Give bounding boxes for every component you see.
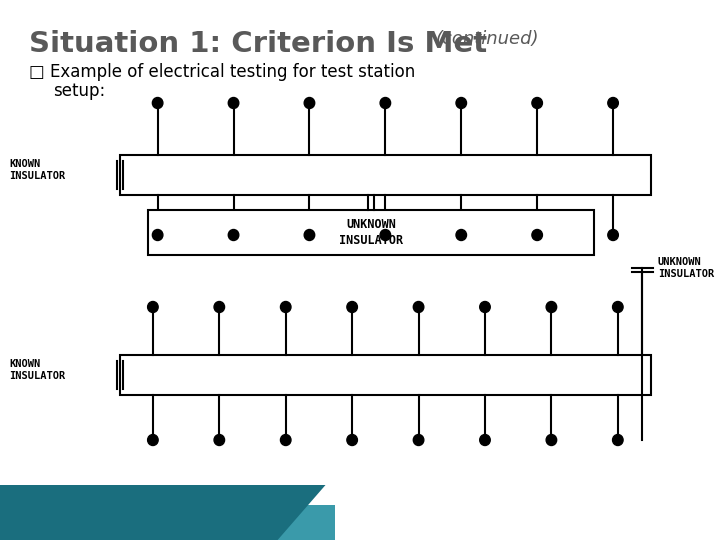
Bar	[120, 355, 651, 395]
Text: UNKNOWN
INSULATOR: UNKNOWN INSULATOR	[339, 219, 403, 246]
Text: KNOWN
INSULATOR: KNOWN INSULATOR	[9, 159, 66, 181]
Circle shape	[304, 230, 315, 240]
Circle shape	[413, 301, 424, 313]
Circle shape	[304, 98, 315, 109]
Circle shape	[613, 301, 623, 313]
Circle shape	[281, 435, 291, 446]
Bar	[148, 210, 593, 255]
Circle shape	[380, 230, 391, 240]
Circle shape	[608, 230, 618, 240]
Circle shape	[546, 435, 557, 446]
Circle shape	[480, 435, 490, 446]
Circle shape	[214, 301, 225, 313]
Circle shape	[153, 230, 163, 240]
Text: KNOWN
INSULATOR: KNOWN INSULATOR	[9, 359, 66, 381]
Circle shape	[380, 98, 391, 109]
Circle shape	[613, 435, 623, 446]
Circle shape	[228, 98, 239, 109]
Circle shape	[456, 230, 467, 240]
Circle shape	[281, 301, 291, 313]
Text: Situation 1: Criterion Is Met: Situation 1: Criterion Is Met	[29, 30, 487, 58]
Circle shape	[456, 98, 467, 109]
Circle shape	[413, 435, 424, 446]
Circle shape	[148, 301, 158, 313]
Circle shape	[347, 301, 357, 313]
Polygon shape	[0, 485, 325, 540]
Circle shape	[546, 301, 557, 313]
Circle shape	[347, 435, 357, 446]
Circle shape	[228, 230, 239, 240]
Text: □ Example of electrical testing for test station: □ Example of electrical testing for test…	[29, 63, 415, 81]
Circle shape	[214, 435, 225, 446]
Circle shape	[532, 98, 542, 109]
Text: (continued): (continued)	[436, 30, 539, 48]
Circle shape	[608, 98, 618, 109]
Circle shape	[480, 301, 490, 313]
Circle shape	[532, 230, 542, 240]
Bar	[120, 155, 651, 195]
Circle shape	[148, 435, 158, 446]
Circle shape	[153, 98, 163, 109]
Polygon shape	[0, 505, 335, 540]
Text: setup:: setup:	[53, 82, 105, 100]
Text: UNKNOWN
INSULATOR: UNKNOWN INSULATOR	[658, 257, 714, 279]
